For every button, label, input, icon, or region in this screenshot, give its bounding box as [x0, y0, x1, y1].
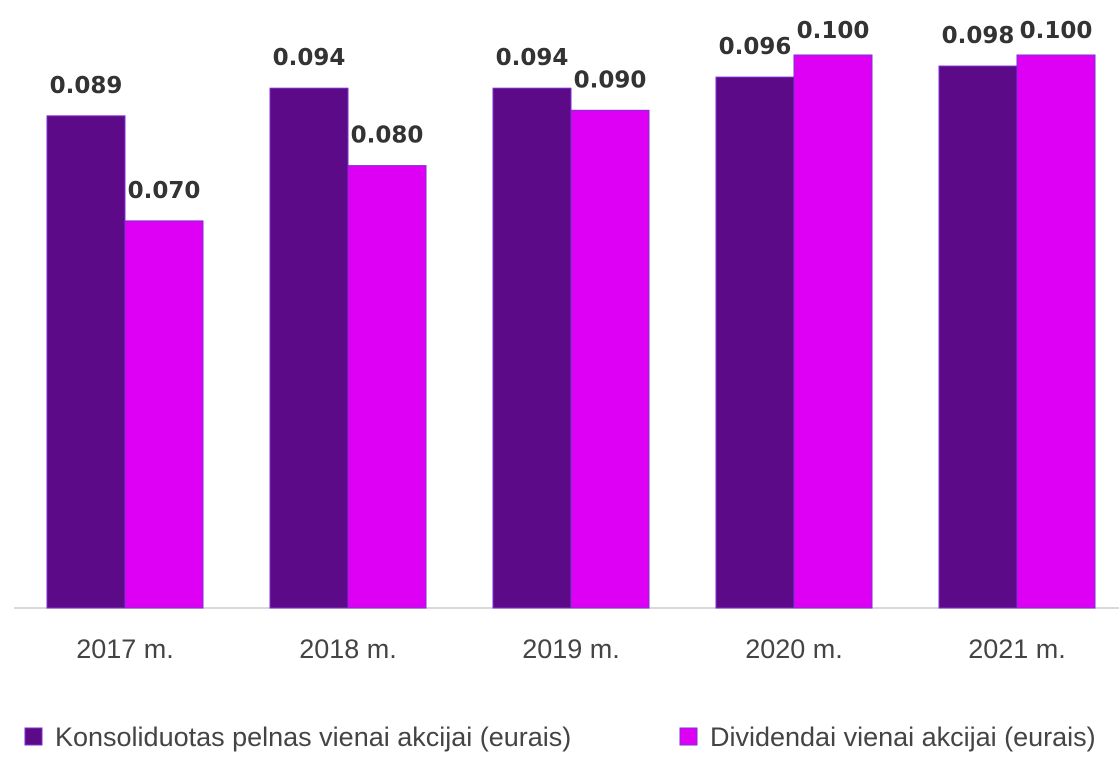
- data-label-profit-0: 0.089: [50, 73, 123, 99]
- bar-dividend-3: [793, 54, 873, 609]
- data-label-dividend-3: 0.100: [797, 18, 870, 44]
- data-label-profit-4: 0.098: [942, 23, 1015, 49]
- bar-dividend-0: [124, 220, 204, 609]
- data-label-profit-2: 0.094: [496, 45, 569, 71]
- data-label-dividend-0: 0.070: [128, 178, 201, 204]
- legend-swatch-profit: [24, 727, 43, 746]
- bar-dividend-4: [1016, 54, 1096, 609]
- legend-label-dividend: Dividendai vienai akcijai (eurais): [710, 722, 1096, 752]
- legend-swatch-dividend: [679, 727, 698, 746]
- data-label-profit-1: 0.094: [273, 45, 346, 71]
- bar-profit-1: [269, 87, 349, 609]
- data-label-dividend-4: 0.100: [1020, 18, 1093, 44]
- x-tick-label-0: 2017 m.: [76, 634, 174, 664]
- data-label-dividend-2: 0.090: [574, 67, 647, 93]
- legend: Konsoliduotas pelnas vienai akcijai (eur…: [24, 722, 1096, 752]
- x-tick-label-1: 2018 m.: [299, 634, 397, 664]
- bar-dividend-1: [347, 165, 427, 609]
- x-tick-label-4: 2021 m.: [968, 634, 1066, 664]
- data-labels-layer: 0.0890.0700.0940.0800.0940.0900.0960.100…: [50, 18, 1093, 204]
- x-tick-labels: 2017 m. 2018 m. 2019 m. 2020 m. 2021 m.: [76, 634, 1066, 664]
- data-label-dividend-1: 0.080: [351, 123, 424, 149]
- bars-layer: [46, 54, 1096, 609]
- data-label-profit-3: 0.096: [719, 34, 792, 60]
- x-tick-label-2: 2019 m.: [522, 634, 620, 664]
- bar-profit-3: [715, 76, 795, 609]
- bar-profit-4: [938, 65, 1018, 609]
- bar-dividend-2: [570, 109, 650, 609]
- bar-profit-2: [492, 87, 572, 609]
- x-tick-label-3: 2020 m.: [745, 634, 843, 664]
- legend-label-profit: Konsoliduotas pelnas vienai akcijai (eur…: [55, 722, 571, 752]
- bar-profit-0: [46, 115, 126, 609]
